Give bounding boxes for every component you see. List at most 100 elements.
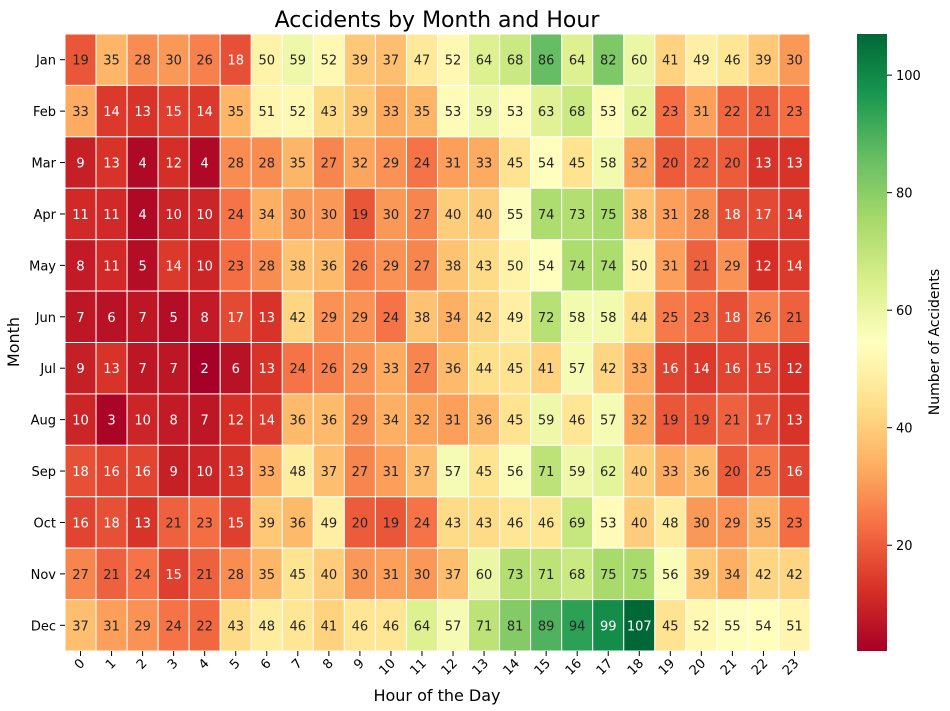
- heatmap-cell: [343, 187, 376, 241]
- cell-value-label: 18: [103, 516, 120, 531]
- heatmap-cell: [64, 496, 97, 549]
- cell-value-label: 56: [662, 568, 679, 583]
- y-tick-label: Aug: [31, 414, 56, 429]
- heatmap-cell: [281, 393, 314, 446]
- cell-value-label: 20: [724, 465, 741, 480]
- y-tick-label: Sep: [31, 465, 56, 480]
- heatmap-cell: [592, 84, 625, 138]
- cell-value-label: 29: [352, 311, 369, 326]
- heatmap-cell: [561, 547, 594, 601]
- cell-value-label: 29: [724, 259, 741, 274]
- x-tick-label: 15: [532, 656, 554, 678]
- cell-value-label: 38: [445, 259, 462, 274]
- heatmap-cell: [592, 444, 625, 498]
- cell-value-label: 48: [290, 465, 307, 480]
- cell-value-label: 20: [662, 157, 679, 172]
- cell-value-label: 40: [631, 465, 648, 480]
- cell-value-label: 53: [445, 105, 462, 120]
- cell-value-label: 21: [786, 311, 803, 326]
- cell-value-label: 24: [227, 208, 244, 223]
- cell-value-label: 60: [631, 54, 648, 69]
- y-tick-label: Apr: [34, 208, 57, 223]
- cell-value-label: 38: [631, 208, 648, 223]
- x-tick-label: 13: [470, 656, 492, 678]
- y-tick-label: May: [29, 259, 56, 274]
- cell-value-label: 22: [196, 619, 213, 634]
- heatmap-cell: [716, 342, 749, 395]
- cell-value-label: 36: [321, 414, 338, 429]
- cell-value-label: 31: [662, 208, 679, 223]
- cell-value-label: 82: [600, 54, 617, 69]
- heatmap-cell: [592, 290, 625, 344]
- heatmap-cell: [654, 393, 687, 446]
- y-tick-label: Dec: [31, 619, 56, 634]
- cell-value-label: 35: [258, 568, 275, 583]
- cell-value-label: 35: [227, 105, 244, 120]
- cell-value-label: 13: [755, 157, 772, 172]
- cell-value-label: 10: [196, 208, 213, 223]
- cell-value-label: 14: [196, 105, 213, 120]
- cell-value-label: 46: [569, 414, 586, 429]
- cell-value-label: 32: [631, 157, 648, 172]
- cell-value-label: 29: [134, 619, 151, 634]
- colorbar-label: Number of Accidents: [927, 269, 943, 415]
- cell-value-label: 43: [321, 105, 338, 120]
- cell-value-label: 35: [755, 516, 772, 531]
- heatmap-cell: [530, 84, 563, 138]
- heatmap-cell: [64, 342, 97, 395]
- heatmap-cell: [157, 187, 190, 241]
- heatmap-cell: [405, 547, 439, 601]
- heatmap-cell: [468, 496, 501, 549]
- cell-value-label: 48: [662, 516, 679, 531]
- cell-value-label: 52: [693, 619, 710, 634]
- cell-value-label: 21: [724, 414, 741, 429]
- heatmap-cell: [281, 290, 314, 344]
- heatmap-cell: [592, 599, 625, 652]
- cell-value-label: 15: [165, 568, 182, 583]
- heatmap-cell: [95, 239, 128, 292]
- heatmap-cell: [530, 33, 563, 86]
- cell-value-label: 24: [165, 619, 182, 634]
- cell-value-label: 39: [258, 516, 275, 531]
- y-tick-label: Feb: [33, 105, 56, 120]
- cell-value-label: 17: [227, 311, 244, 326]
- cell-value-label: 24: [290, 362, 307, 377]
- heatmap-cell: [437, 496, 470, 549]
- heatmap-cell: [219, 496, 252, 549]
- cell-value-label: 40: [445, 208, 462, 223]
- cell-value-label: 40: [631, 516, 648, 531]
- cell-value-label: 62: [600, 465, 617, 480]
- cell-value-label: 54: [538, 157, 555, 172]
- cell-value-label: 28: [693, 208, 710, 223]
- cell-value-label: 23: [786, 105, 803, 120]
- heatmap-cell: [374, 496, 407, 549]
- x-tick-label: 9: [351, 656, 367, 672]
- cell-value-label: 28: [227, 568, 244, 583]
- cell-value-label: 31: [383, 568, 400, 583]
- heatmap-cell: [281, 136, 314, 189]
- heatmap-cell: [250, 444, 283, 498]
- heatmap-cell: [468, 393, 501, 446]
- colorbar-tick-label: 80: [896, 187, 913, 202]
- cell-value-label: 86: [538, 54, 555, 69]
- cell-value-label: 81: [507, 619, 524, 634]
- heatmap-cell: [219, 136, 252, 189]
- cell-value-label: 30: [165, 54, 182, 69]
- heatmap-cell: [530, 187, 563, 241]
- cell-value-label: 37: [414, 465, 431, 480]
- cell-value-label: 19: [383, 516, 400, 531]
- heatmap-cell: [592, 496, 625, 549]
- heatmap-cell: [685, 84, 718, 138]
- cell-value-label: 75: [600, 208, 617, 223]
- cell-value-label: 23: [196, 516, 213, 531]
- cell-value-label: 11: [103, 259, 120, 274]
- cell-value-label: 24: [134, 568, 151, 583]
- cell-value-label: 73: [569, 208, 586, 223]
- heatmap-cell: [592, 33, 625, 86]
- cell-value-label: 34: [258, 208, 275, 223]
- cell-value-label: 47: [414, 54, 431, 69]
- cell-value-label: 55: [507, 208, 524, 223]
- heatmap-cell: [654, 496, 687, 549]
- x-tick-label: 18: [625, 656, 647, 678]
